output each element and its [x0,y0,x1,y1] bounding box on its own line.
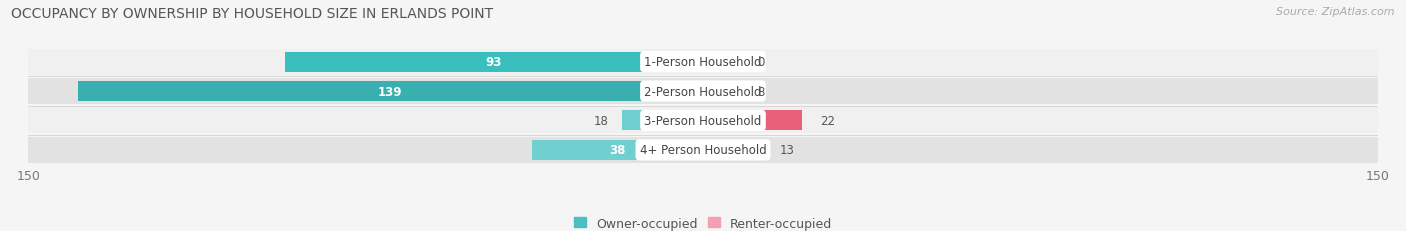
Text: 22: 22 [820,114,835,127]
Text: 139: 139 [378,85,402,98]
Bar [621,111,703,131]
Bar [284,52,703,72]
Legend: Owner-occupied, Renter-occupied: Owner-occupied, Renter-occupied [568,212,838,231]
Text: 1-Person Household: 1-Person Household [644,56,762,69]
Text: OCCUPANCY BY OWNERSHIP BY HOUSEHOLD SIZE IN ERLANDS POINT: OCCUPANCY BY OWNERSHIP BY HOUSEHOLD SIZE… [11,7,494,21]
Bar [28,49,1378,75]
Bar [28,79,1378,104]
Bar [531,140,703,160]
Text: 93: 93 [485,56,502,69]
Bar [703,111,801,131]
Text: 0: 0 [756,56,765,69]
Bar [703,52,740,72]
Text: 2-Person Household: 2-Person Household [644,85,762,98]
Text: 8: 8 [756,85,765,98]
Text: 3-Person Household: 3-Person Household [644,114,762,127]
Text: 18: 18 [593,114,609,127]
Bar [77,82,703,102]
Text: 4+ Person Household: 4+ Person Household [640,144,766,157]
Bar [703,140,762,160]
Bar [703,82,740,102]
Text: 13: 13 [779,144,794,157]
Bar [28,108,1378,134]
Text: Source: ZipAtlas.com: Source: ZipAtlas.com [1277,7,1395,17]
Bar [28,137,1378,163]
Text: 38: 38 [609,144,626,157]
